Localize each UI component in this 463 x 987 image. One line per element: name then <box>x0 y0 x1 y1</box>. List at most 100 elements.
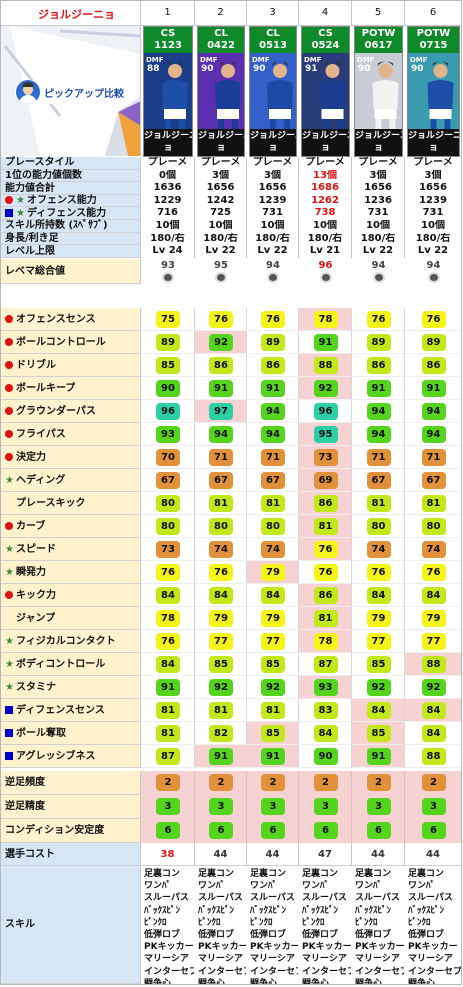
stat-badge: 89 <box>156 334 180 351</box>
info-value: 1242 <box>195 194 247 208</box>
row-label: グラウンダーパス <box>5 405 96 419</box>
info-value: 10個 <box>405 220 462 233</box>
pickup-button[interactable]: ピックアップ比較 <box>15 80 133 104</box>
row-label: ボール奪取 <box>5 727 66 741</box>
skill-item: 闘争心 <box>302 978 330 984</box>
stat-row: フライパス <box>0 423 141 446</box>
misc-badge: 6 <box>209 822 233 839</box>
skill-item: ワンﾊﾟ <box>250 881 278 892</box>
misc-badge: 6 <box>421 822 446 839</box>
info-value: プレーメ <box>141 157 195 170</box>
info-value: 1239 <box>247 194 299 208</box>
stat-badge: 79 <box>209 610 233 627</box>
total-value: 94 <box>371 260 386 271</box>
info-value: 731 <box>352 207 405 220</box>
stat-badge: 77 <box>261 633 285 650</box>
skill-item: 足裏コン <box>198 869 235 879</box>
row-label: 能力値合計 <box>5 182 55 196</box>
stat-badge: 80 <box>156 518 180 535</box>
card-rating: 90 <box>253 64 266 74</box>
stat-badge: 81 <box>421 495 446 512</box>
row-label: 1位の能力値個数 <box>5 169 82 183</box>
skill-item: ﾋﾟﾝｸﾛ <box>144 917 167 928</box>
player-card[interactable]: POTW 0715 DMF 90 ジョルジーニ ョ <box>407 26 460 157</box>
ball-icon <box>215 272 227 283</box>
row-label-text: スキル所持数 (ｽﾍﾟｻﾌﾞ) <box>5 220 108 232</box>
column-index: 3 <box>247 0 299 26</box>
player-name-header: ジョルジーニョ <box>0 0 141 26</box>
stat-badge: 85 <box>261 725 285 742</box>
row-label-text: 能力値合計 <box>5 182 55 194</box>
stat-badge: 83 <box>313 702 338 719</box>
skill-item: 闘争心 <box>408 978 436 984</box>
card-event: POTW <box>416 28 451 39</box>
cost-value: 44 <box>405 843 462 866</box>
stat-badge: 76 <box>313 541 338 558</box>
player-card[interactable]: CS 1123 DMF 88 ジョルジーニ ョ <box>143 26 193 157</box>
card-position: DMF <box>304 56 322 64</box>
stat-badge: 85 <box>209 656 233 673</box>
skill-item: ワンﾊﾟ <box>144 881 172 892</box>
skill-item: スルーパス <box>408 893 453 904</box>
row-label-text: コンディション安定度 <box>5 825 105 836</box>
row-label-text: プレースタイル <box>5 157 75 169</box>
stat-badge: 76 <box>209 311 233 328</box>
stat-row: ★ ボディコントロール <box>0 653 141 676</box>
row-label-text: 選手コスト <box>5 848 55 860</box>
stat-badge: 82 <box>209 725 233 742</box>
row-label: ★ フィジカルコンタクト <box>5 635 116 649</box>
skill-item: 低弾ロブ <box>408 930 445 941</box>
skill-item: 闘争心 <box>198 978 226 984</box>
stat-row: ディフェンスセンス <box>0 699 141 722</box>
info-value: 1656 <box>352 182 405 195</box>
info-value: プレーメ <box>405 157 462 170</box>
row-label: ★ オフェンス能力 <box>5 194 97 208</box>
stat-badge: 93 <box>156 426 180 443</box>
misc-badge: 2 <box>156 774 180 791</box>
stat-badge: 80 <box>156 495 180 512</box>
stat-badge: 86 <box>366 357 391 374</box>
skill-item: PKキッカー <box>302 942 351 953</box>
stat-badge: 76 <box>366 564 391 581</box>
row-label-text: 瞬発力 <box>15 566 46 578</box>
row-label-text: 決定力 <box>16 451 46 463</box>
skill-item: PKキッカー <box>144 942 194 953</box>
info-value: 10個 <box>247 220 299 233</box>
player-figure-icon <box>215 61 241 131</box>
info-value: 180/右 <box>195 232 247 246</box>
info-value: 3個 <box>247 169 299 183</box>
cost-value: 44 <box>247 843 299 866</box>
row-label-text: ヘディング <box>15 474 66 486</box>
stat-badge: 74 <box>261 541 285 558</box>
stat-badge: 80 <box>209 518 233 535</box>
info-value: 731 <box>247 207 299 220</box>
stat-badge: 91 <box>209 380 233 397</box>
skill-list: 足裏コン ワンﾊﾟ スルーパス ﾊﾞｯｸｽﾋﾟﾝ ﾋﾟﾝｸﾛ 低弾ロブ PKキッカー マリーシ… <box>250 868 298 984</box>
cost-value: 44 <box>352 843 405 866</box>
player-name: ジョルジーニョ <box>38 8 115 21</box>
misc-row: 逆足精度 <box>0 795 141 819</box>
stat-badge: 86 <box>313 587 338 604</box>
stat-row: プレースキック <box>0 492 141 515</box>
row-label-text: オフェンスセンス <box>16 313 96 325</box>
stat-badge: 89 <box>421 334 446 351</box>
info-value: 1656 <box>247 182 299 195</box>
stat-badge: 92 <box>421 679 446 696</box>
info-value: 180/右 <box>141 232 195 246</box>
skill-item: ﾋﾟﾝｸﾛ <box>302 917 325 928</box>
stat-badge: 80 <box>421 518 446 535</box>
stat-badge: 67 <box>421 472 446 489</box>
stat-badge: 91 <box>156 679 180 696</box>
skill-item: 闘争心 <box>355 978 383 984</box>
row-label-text: ディフェンスセンス <box>16 704 105 716</box>
stat-badge: 76 <box>421 564 446 581</box>
info-value: 180/右 <box>247 232 299 246</box>
skill-item: インターセプト <box>408 966 461 977</box>
info-value: 3個 <box>405 169 462 183</box>
skill-item: スルーパス <box>144 893 189 904</box>
